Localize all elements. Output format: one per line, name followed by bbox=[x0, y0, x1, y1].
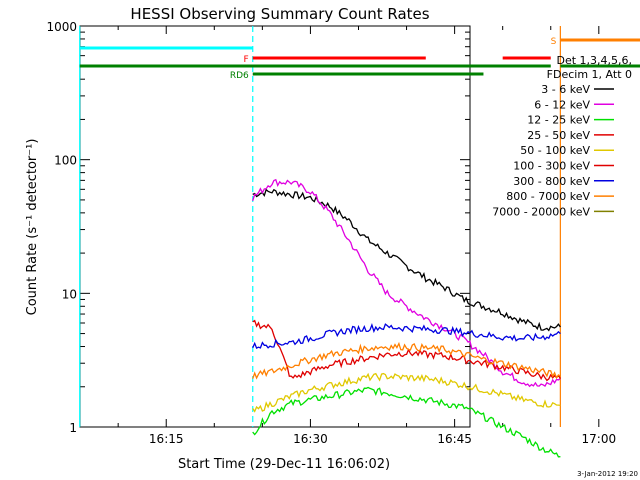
legend-entry-label: 7000 - 20000 keV bbox=[492, 205, 590, 218]
legend-header: Det 1,3,4,5,6, bbox=[556, 54, 632, 67]
legend-entry-label: 300 - 800 keV bbox=[513, 175, 590, 188]
x-tick-label: 16:30 bbox=[293, 432, 328, 446]
y-tick-label: 10 bbox=[62, 287, 77, 301]
x-tick-label: 16:45 bbox=[437, 432, 472, 446]
legend-entry-label: 6 - 12 keV bbox=[534, 98, 590, 111]
series-line-4 bbox=[252, 372, 561, 413]
legend-entry-label: 50 - 100 keV bbox=[520, 144, 590, 157]
chart-title: HESSI Observing Summary Count Rates bbox=[130, 5, 429, 23]
flag-label: F bbox=[244, 55, 249, 65]
y-tick-label: 1 bbox=[69, 421, 77, 435]
series-line-3 bbox=[252, 319, 561, 382]
plot-frame bbox=[79, 25, 471, 428]
legend: Det 1,3,4,5,6,FDecim 1, Att 0 3 - 6 keV 6 … bbox=[492, 54, 632, 218]
legend-entry-label: 100 - 300 keV bbox=[513, 160, 590, 173]
legend-entry-label: 12 - 25 keV bbox=[527, 114, 590, 127]
legend-entry-label: 800 - 7000 keV bbox=[506, 190, 590, 203]
series-line-6 bbox=[252, 323, 561, 349]
x-tick-label: 16:15 bbox=[149, 432, 184, 446]
series-line-7 bbox=[252, 341, 561, 380]
series-line-1 bbox=[252, 178, 561, 388]
footer-date: 3-Jan-2012 19:20 bbox=[577, 470, 638, 478]
plot-area: 16:1516:3016:4517:0017:1517:3017:4511010… bbox=[46, 20, 640, 458]
y-axis-label: Count Rate (s⁻¹ detector⁻¹) bbox=[25, 139, 40, 316]
x-axis-label: Start Time (29-Dec-11 16:06:02) bbox=[178, 457, 390, 472]
legend-header: FDecim 1, Att 0 bbox=[547, 68, 632, 81]
legend-entry-label: 3 - 6 keV bbox=[541, 83, 590, 96]
x-tick-label: 17:00 bbox=[582, 432, 617, 446]
legend-entry-label: 25 - 50 keV bbox=[527, 129, 590, 142]
series-line-2 bbox=[252, 386, 561, 458]
flag-label: RD6 bbox=[230, 71, 249, 81]
series-line-0 bbox=[252, 188, 561, 332]
y-tick-label: 100 bbox=[54, 154, 77, 168]
y-tick-label: 1000 bbox=[46, 20, 77, 34]
flag-label: S bbox=[551, 37, 557, 47]
